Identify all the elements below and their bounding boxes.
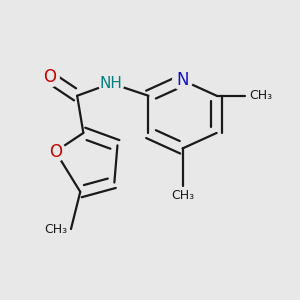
Text: CH₃: CH₃ [249,89,272,102]
Text: NH: NH [100,76,123,91]
Text: CH₃: CH₃ [171,189,194,202]
Text: N: N [176,71,189,89]
Circle shape [39,67,59,87]
Circle shape [46,142,65,161]
Text: O: O [49,142,62,160]
Text: CH₃: CH₃ [45,223,68,236]
Circle shape [172,70,193,90]
Text: O: O [43,68,56,86]
Circle shape [99,71,124,96]
